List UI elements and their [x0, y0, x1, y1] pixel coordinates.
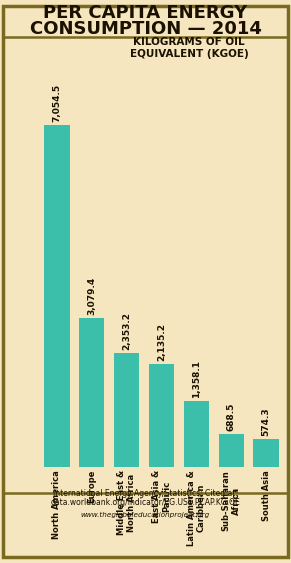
Bar [184, 401, 209, 467]
Bar [149, 364, 174, 467]
Text: 2,135.2: 2,135.2 [157, 323, 166, 361]
Text: 574.3: 574.3 [262, 408, 271, 436]
Bar [45, 125, 70, 467]
Text: 7,054.5: 7,054.5 [52, 84, 61, 122]
Bar [114, 353, 139, 467]
Text: CONSUMPTION — 2014: CONSUMPTION — 2014 [30, 20, 261, 38]
Text: data.worldbank.org/indicator/EG.USE.PCAP.KG.OE: data.worldbank.org/indicator/EG.USE.PCAP… [51, 498, 240, 507]
Text: International Energy Agency Statistics; Cited at:: International Energy Agency Statistics; … [53, 489, 238, 498]
Text: 1,358.1: 1,358.1 [192, 360, 201, 399]
Text: www.theglobaleducationproject.org: www.theglobaleducationproject.org [81, 512, 210, 518]
Bar [79, 318, 104, 467]
Text: 3,079.4: 3,079.4 [87, 276, 96, 315]
Text: PER CAPITA ENERGY: PER CAPITA ENERGY [43, 4, 248, 22]
Bar [219, 434, 244, 467]
Text: KILOGRAMS OF OIL
EQUIVALENT (KGOE): KILOGRAMS OF OIL EQUIVALENT (KGOE) [130, 37, 249, 59]
Text: 2,353.2: 2,353.2 [122, 312, 131, 350]
Text: 688.5: 688.5 [227, 403, 236, 431]
Bar [253, 439, 278, 467]
